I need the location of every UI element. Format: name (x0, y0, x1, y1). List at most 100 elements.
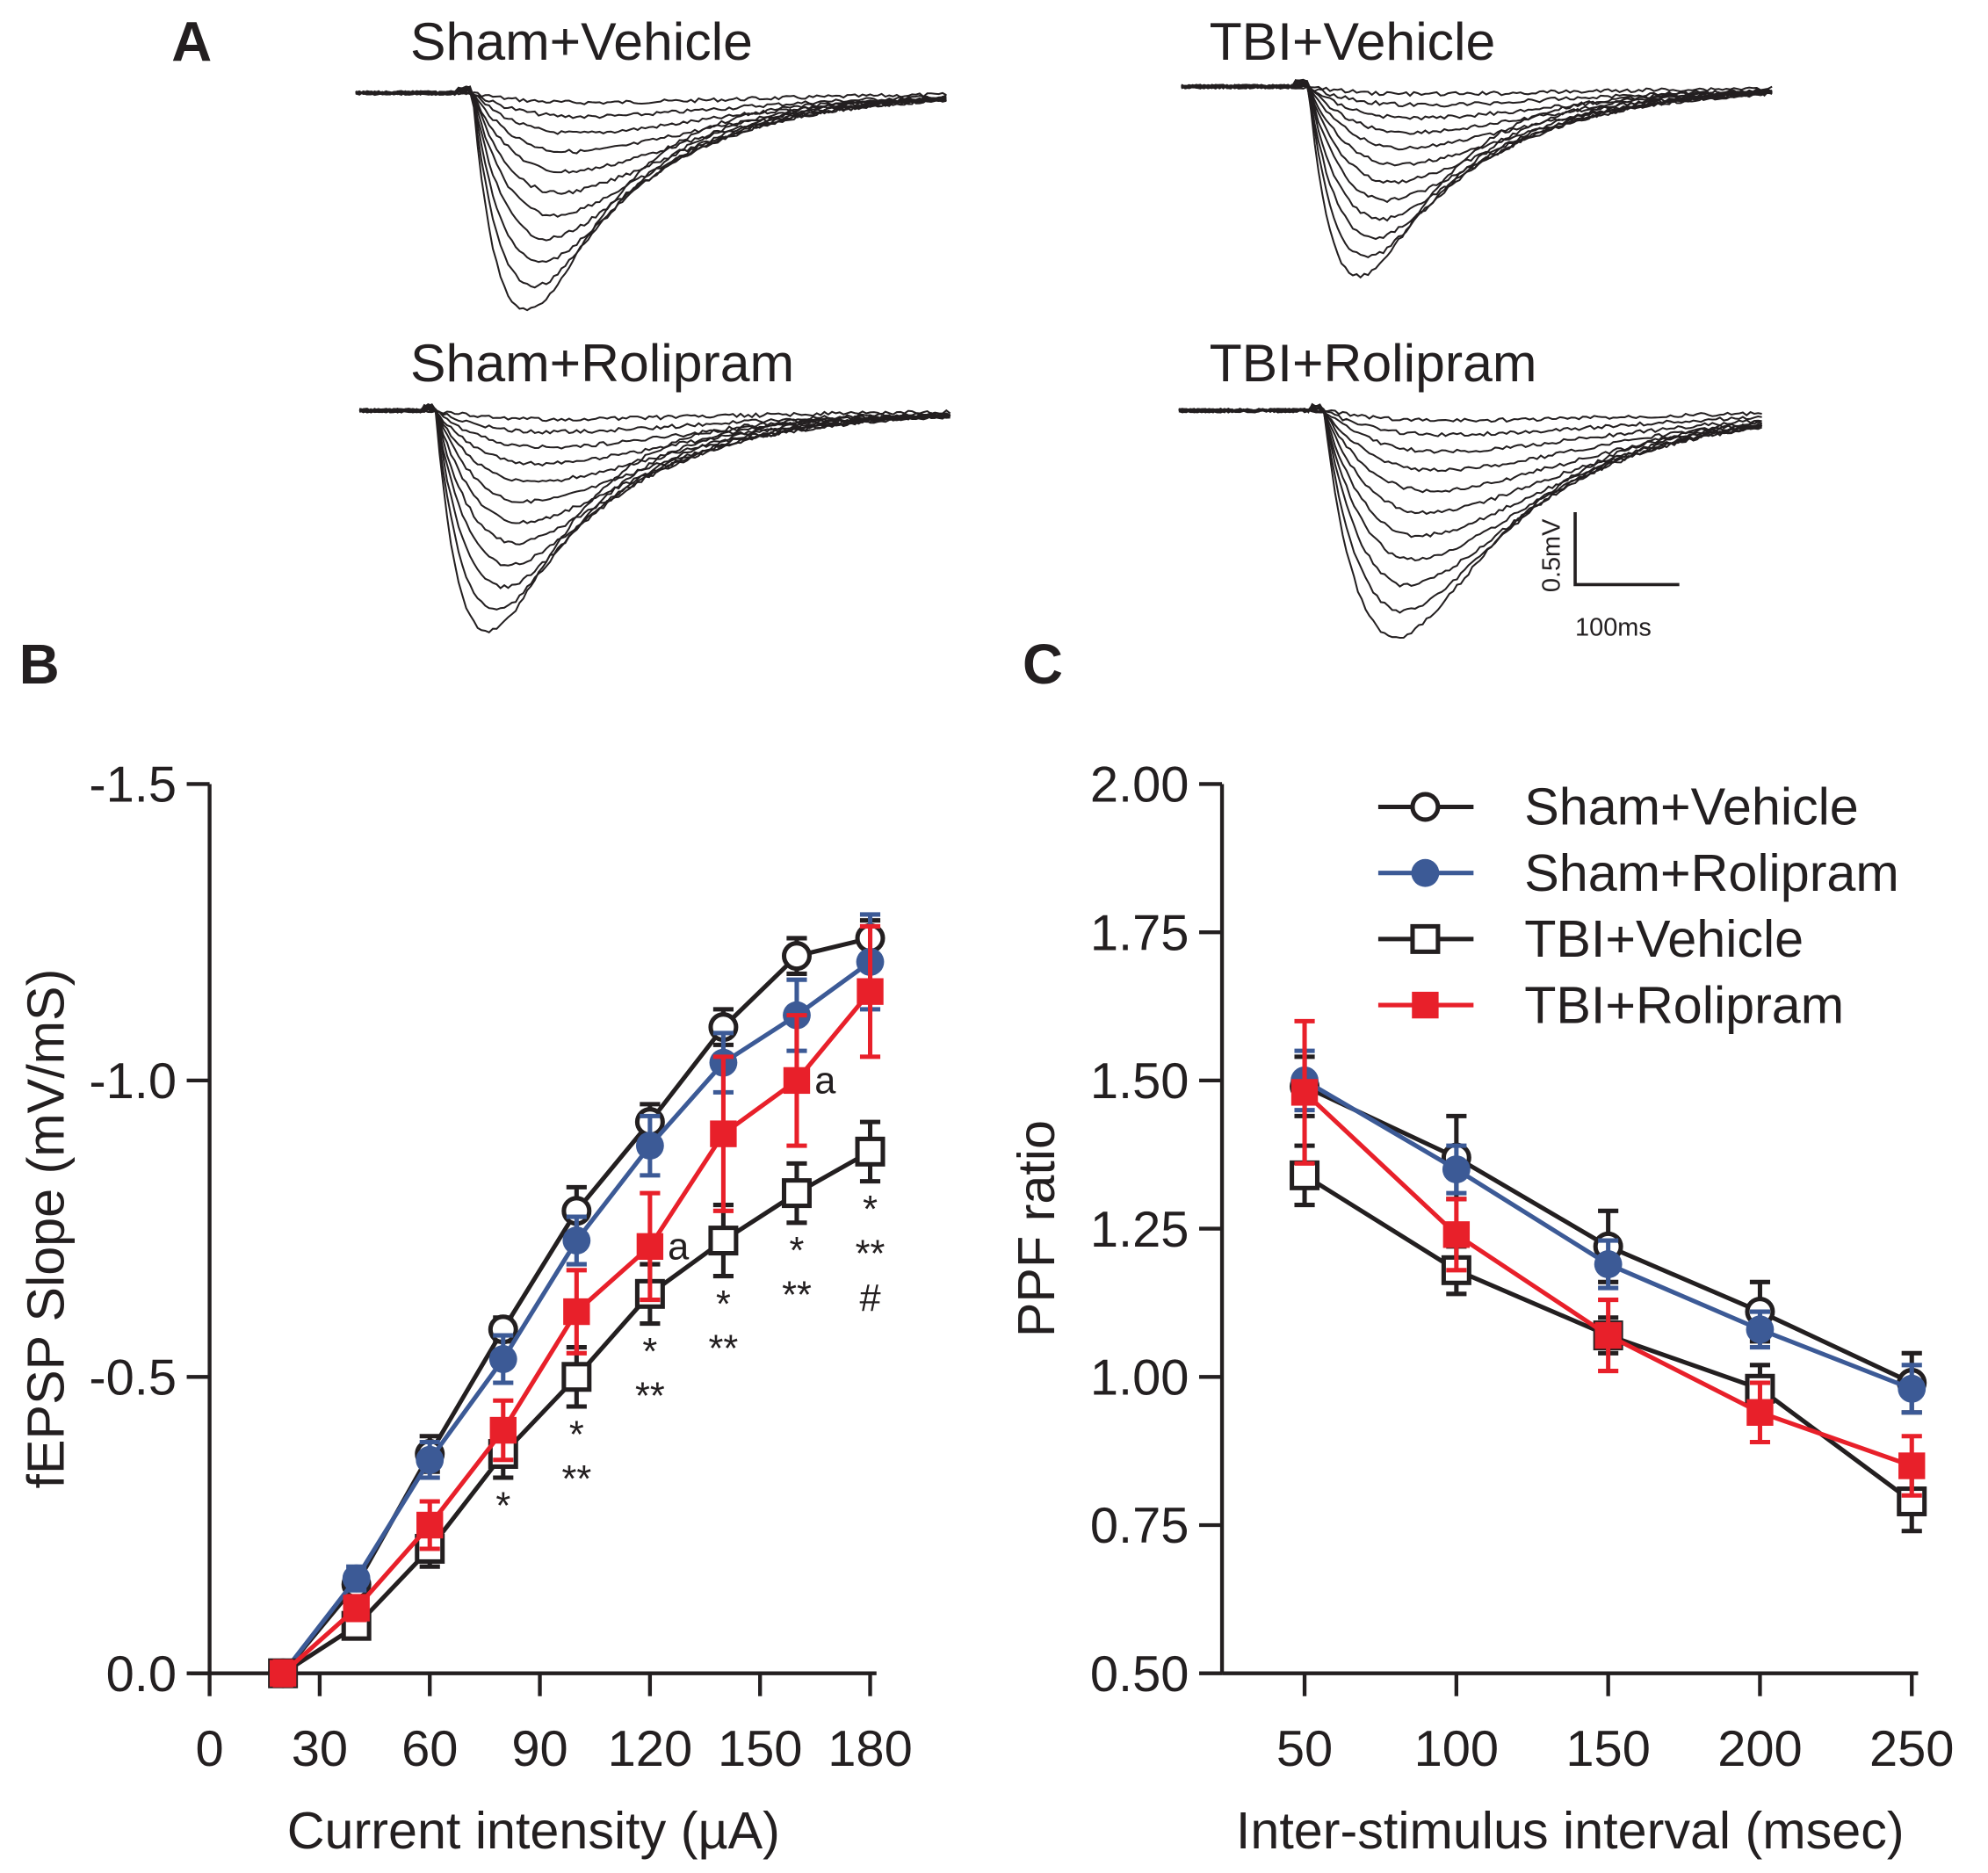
legend-label: TBI+Vehicle (1524, 909, 1804, 968)
legend-item-sham_vehicle: Sham+Vehicle (1377, 777, 1859, 836)
y-tick-label: -1.0 (89, 1053, 177, 1110)
trace-sham-rolipram (359, 408, 951, 423)
y-tick-label: 0.0 (106, 1646, 177, 1703)
x-tick-label: 0 (196, 1721, 224, 1777)
x-tick-label: 100 (1414, 1721, 1499, 1777)
data-point-tbi_rolipram (343, 1595, 370, 1622)
trace-sham-rolipram (358, 408, 951, 589)
scale-bar: 0.5mV 100ms (1538, 512, 1680, 641)
data-point-tbi_vehicle (708, 1226, 739, 1256)
significance-annotation: ** (635, 1375, 665, 1417)
chart-c-ppf: 0.50 0.75 1.00 1.25 1.50 1.75 2.00 50 100 150 200 2… (1007, 757, 1954, 1861)
significance-annotation: ** (561, 1458, 591, 1501)
data-point-sham_rolipram (488, 1345, 517, 1373)
trace-sham-vehicle (355, 90, 947, 289)
y-axis-label: fEPSP Slope (mV/mS) (16, 969, 75, 1489)
significance-annotation: * (716, 1284, 731, 1326)
panel-label-b: B (19, 633, 60, 696)
y-tick-label: -1.5 (89, 757, 177, 814)
significance-annotation: * (569, 1414, 584, 1456)
data-point-tbi_rolipram (710, 1120, 737, 1147)
data-point-tbi_rolipram (783, 1067, 811, 1095)
data-point-sham_rolipram (562, 1226, 591, 1255)
trace-title-tbi-rolipram: TBI+Rolipram (1210, 333, 1537, 393)
data-point-sham_rolipram (416, 1445, 445, 1474)
trace-title-sham-vehicle: Sham+Vehicle (410, 11, 753, 71)
legend-item-tbi_rolipram: TBI+Rolipram (1377, 975, 1844, 1034)
legend: Sham+Vehicle Sham+Rolipram TBI+Vehicle TBI+… (1377, 777, 1899, 1034)
data-point-tbi_rolipram (857, 978, 884, 1005)
data-point-tbi_rolipram (1898, 1452, 1926, 1479)
y-tick-label: 1.25 (1090, 1202, 1189, 1258)
y-axis-label: PPF ratio (1007, 1120, 1066, 1337)
x-tick-label: 150 (1565, 1721, 1650, 1777)
x-tick-label: 200 (1717, 1721, 1802, 1777)
significance-annotation: * (863, 1189, 878, 1231)
data-point-tbi_vehicle (1290, 1160, 1320, 1190)
significance-annotation: # (859, 1277, 880, 1320)
y-tick-label: 1.00 (1090, 1350, 1189, 1407)
trace-tbi-vehicle (1181, 83, 1773, 241)
scale-bar-lines (1573, 512, 1680, 587)
trace-tbi-rolipram (1178, 408, 1762, 614)
legend-label: TBI+Rolipram (1524, 975, 1844, 1034)
data-point-tbi_vehicle (781, 1178, 812, 1209)
significance-annotation: ** (856, 1233, 886, 1275)
data-point-sham_rolipram (1746, 1315, 1775, 1344)
trace-tbi-vehicle (1181, 79, 1773, 279)
x-tick-label: 50 (1276, 1721, 1333, 1777)
trace-tbi-rolipram (1178, 408, 1763, 473)
significance-annotation: ** (782, 1275, 812, 1317)
trace-tbi-rolipram (1178, 405, 1762, 640)
x-tick-label: 30 (292, 1721, 348, 1777)
series-sham_rolipram (1290, 1048, 1927, 1415)
y-tick-label: 2.00 (1090, 757, 1189, 814)
data-point-tbi_rolipram (1290, 1079, 1319, 1106)
data-point-sham_rolipram (342, 1564, 371, 1593)
significance-annotation: a (814, 1059, 836, 1102)
y-tick-label: 0.75 (1090, 1498, 1189, 1554)
significance-annotation: * (790, 1230, 805, 1272)
significance-annotation: * (495, 1485, 510, 1527)
x-tick-label: 180 (828, 1721, 912, 1777)
trace-tbi-rolipram (1178, 404, 1763, 588)
scale-bar-time: 100ms (1575, 613, 1652, 641)
y-tick-label: 1.75 (1090, 905, 1189, 961)
x-tick-label: 150 (718, 1721, 802, 1777)
data-point-sham_rolipram (635, 1132, 664, 1161)
y-tick-label: 1.50 (1090, 1053, 1189, 1110)
legend-label: Sham+Vehicle (1524, 777, 1859, 836)
data-point-tbi_rolipram (489, 1416, 517, 1444)
data-point-tbi_vehicle (561, 1362, 592, 1392)
trace-tbi-vehicle (1181, 83, 1773, 258)
data-point-tbi_rolipram (1442, 1221, 1471, 1248)
data-point-sham_rolipram (1442, 1155, 1471, 1184)
fepsp-traces (355, 78, 1773, 640)
trace-title-sham-rolipram: Sham+Rolipram (410, 333, 794, 393)
y-tick-label: -0.5 (89, 1350, 177, 1407)
trace-sham-rolipram (358, 402, 951, 634)
data-point-tbi_rolipram (563, 1298, 590, 1326)
trace-tbi-vehicle (1181, 83, 1773, 184)
x-tick-label: 90 (511, 1721, 567, 1777)
trace-sham-rolipram (359, 408, 951, 524)
data-point-tbi_rolipram (269, 1660, 297, 1687)
x-axis-label: Current intensity (µA) (287, 1801, 780, 1860)
x-tick-label: 250 (1869, 1721, 1954, 1777)
data-point-sham_rolipram (1898, 1374, 1927, 1403)
legend-item-tbi_vehicle: TBI+Vehicle (1377, 909, 1804, 968)
legend-item-sham_rolipram: Sham+Rolipram (1377, 843, 1899, 902)
data-point-tbi_rolipram (416, 1511, 444, 1539)
significance-annotation: a (668, 1226, 690, 1268)
x-tick-label: 120 (608, 1721, 692, 1777)
chart-b-input-output: 0.0 -0.5 -1.0 -1.5 0 30 60 90 120 150 180 Current i… (16, 757, 912, 1861)
x-axis-label: Inter-stimulus interval (msec) (1236, 1801, 1905, 1860)
x-tick-label: 60 (401, 1721, 458, 1777)
trace-sham-vehicle (355, 88, 947, 312)
panel-label-a: A (171, 11, 212, 74)
legend-marker-sham_rolipram (1411, 858, 1440, 887)
trace-tbi-rolipram (1178, 404, 1763, 494)
significance-annotation: ** (709, 1327, 739, 1370)
data-point-sham_rolipram (1594, 1250, 1623, 1278)
